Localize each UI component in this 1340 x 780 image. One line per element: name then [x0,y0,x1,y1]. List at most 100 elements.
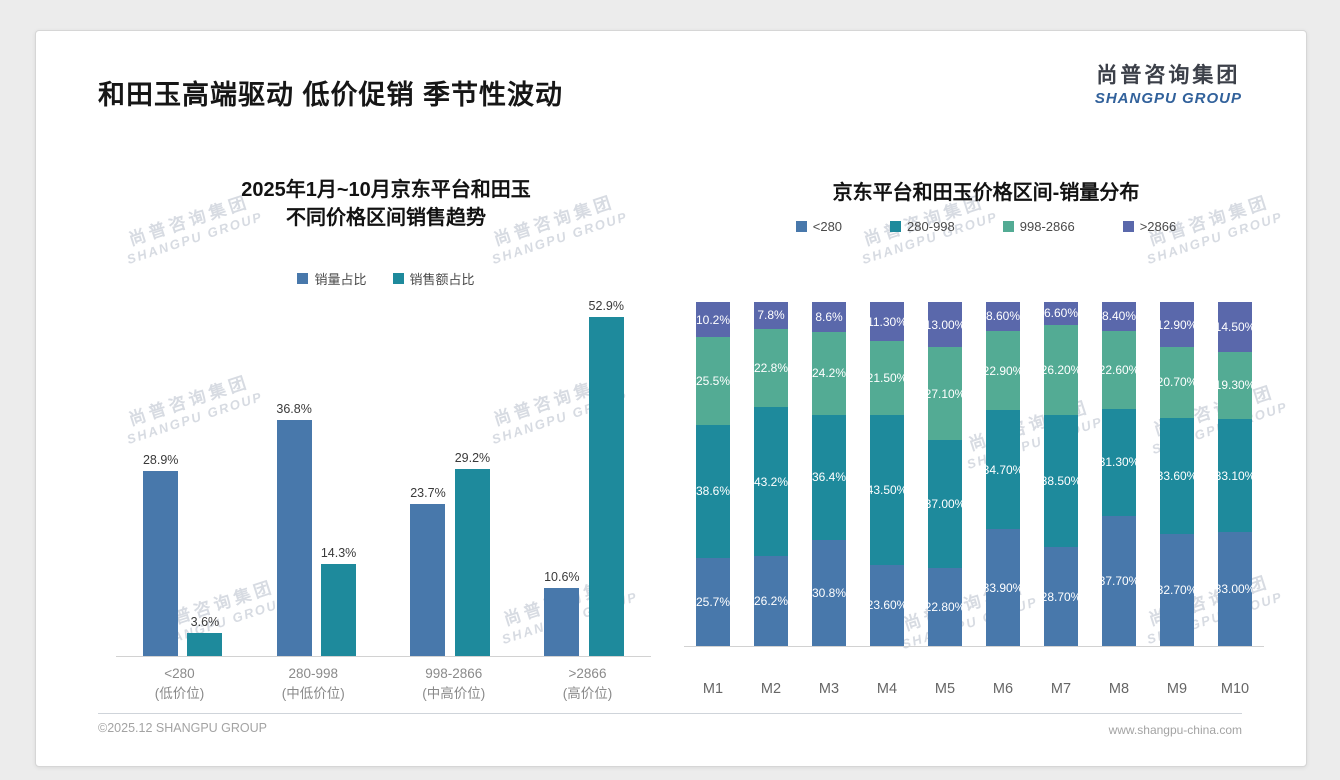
bar-segment: 25.5% [696,337,730,425]
bar-with-label: 10.6% [544,570,580,656]
stacked-bar: 10.2% 25.5% 38.6% 25.7% [696,302,730,646]
bar-segment: 22.8% [754,328,788,408]
bar-with-label: 14.3% [321,546,356,656]
logo-english-text: SHANGPU GROUP [1094,90,1242,107]
bar [588,317,624,656]
segment-value-label: 28.70% [1044,589,1078,604]
month-label: M7 [1050,681,1072,697]
footer-website: www.shangpu-china.com [1108,723,1242,737]
bar-value-label: 3.6% [190,614,220,629]
legend-item: 280-998 [890,219,955,234]
bar-value-label: 10.6% [544,570,580,585]
stacked-bar: 12.90% 20.70% 33.60% 32.70% [1160,302,1194,646]
segment-value-label: 20.70% [1160,375,1194,390]
legend-swatch [795,221,807,232]
bar [544,588,580,656]
segment-value-label: 19.30% [1218,378,1252,393]
bar-segment: 22.60% [1102,330,1136,409]
bar [410,504,446,656]
bar [187,632,223,656]
segment-value-label: 13.00% [928,317,962,332]
bar-segment: 33.60% [1160,417,1194,534]
segment-value-label: 30.8% [812,586,846,601]
bar-segment: 32.70% [1160,533,1194,646]
segment-value-label: 38.50% [1044,474,1078,489]
legend-item: >2866 [1122,219,1177,234]
legend-label: >2866 [1139,219,1177,234]
legend-swatch [890,221,902,232]
bar-segment: 26.2% [754,555,788,646]
legend-item: 销量占比 [297,269,367,288]
segment-value-label: 25.5% [696,373,730,388]
bar-segment: 25.7% [696,557,730,646]
bar-with-label: 3.6% [187,614,223,656]
logo-chinese-text: 尚普咨询集团 [1096,64,1241,87]
bar-value-label: 14.3% [320,546,357,561]
segment-value-label: 8.6% [815,309,843,324]
bar-segment: 33.90% [986,529,1020,646]
legend-swatch [392,273,404,284]
right-x-axis-line [684,646,1264,647]
bar-segment: 19.30% [1218,352,1252,419]
bar-with-label: 29.2% [455,451,490,656]
stacked-bar: 13.00% 27.10% 37.00% 22.80% [928,302,962,646]
segment-value-label: 14.50% [1218,320,1252,335]
bar-segment: 8.6% [812,302,846,332]
stacked-bar: 6.60% 26.20% 38.50% 28.70% [1044,302,1078,646]
month-label: M10 [1220,681,1250,697]
bar-segment: 13.00% [928,302,962,348]
category-tier: (中高价位) [422,686,486,702]
segment-value-label: 43.2% [754,474,788,489]
stacked-bar: 11.30% 21.50% 43.50% 23.60% [870,302,904,646]
left-chart-title: 2025年1月~10月京东平台和田玉 不同价格区间销售趋势 [141,176,631,232]
category-range: >2866 [568,666,607,681]
stacked-bar: 14.50% 19.30% 33.10% 33.00% [1218,302,1252,646]
segment-value-label: 33.60% [1160,468,1194,483]
category-label: 998-2866 (中高价位) [422,664,485,705]
bar-segment: 43.50% [870,415,904,565]
bar-segment: 11.30% [870,302,904,342]
segment-value-label: 24.2% [812,366,846,381]
segment-value-label: 8.60% [986,309,1020,324]
category-range: 280-998 [288,666,339,681]
legend-swatch [1002,221,1014,232]
legend-label: <280 [812,219,843,234]
segment-value-label: 26.2% [754,593,788,608]
segment-value-label: 23.60% [870,598,904,613]
bar-segment: 36.4% [812,414,846,541]
bar-segment: 27.10% [928,347,962,441]
bar-segment: 6.60% [1044,302,1078,325]
category-label: <280 (低价位) [155,664,205,705]
bar-segment: 31.30% [1102,408,1136,517]
bar-segment: 10.2% [696,302,730,338]
bar-segment: 26.20% [1044,324,1078,415]
right-category-labels: M1 M2 M3 M4 M5 M6 M7 M8 M9 M10 [696,681,1252,697]
bar-value-label: 29.2% [454,451,491,466]
bar-segment: 24.2% [812,331,846,415]
month-label: M3 [818,681,840,697]
legend-label: 998-2866 [1019,219,1075,234]
bar-with-label: 23.7% [410,486,446,656]
right-chart-title: 京东平台和田玉价格区间-销量分布 [832,182,1140,204]
month-label: M6 [992,681,1014,697]
segment-value-label: 38.6% [696,484,730,499]
category-tier: (高价位) [562,686,613,702]
category-range: <280 [164,666,195,681]
bar-value-label: 28.9% [142,453,179,468]
left-chart-legend: 销量占比 销售额占比 [141,269,631,288]
stacked-bar: 8.60% 22.90% 34.70% 33.90% [986,301,1020,646]
bar-with-label: 28.9% [143,453,178,656]
legend-item: 998-2866 [1002,219,1075,234]
chart-title-line: 2025年1月~10月京东平台和田玉 [241,179,531,201]
page-title: 和田玉高端驱动 低价促销 季节性波动 [98,80,564,110]
stacked-bar: 8.40% 22.60% 31.30% 37.70% [1102,302,1136,646]
legend-label: 销量占比 [314,272,367,287]
bar-segment: 22.80% [928,567,962,646]
segment-value-label: 34.70% [986,462,1020,477]
legend-label: 销售额占比 [409,272,475,287]
segment-value-label: 25.7% [696,594,730,609]
bar [143,471,179,656]
bar [454,469,490,656]
segment-value-label: 6.60% [1044,306,1078,321]
segment-value-label: 7.8% [757,308,785,323]
